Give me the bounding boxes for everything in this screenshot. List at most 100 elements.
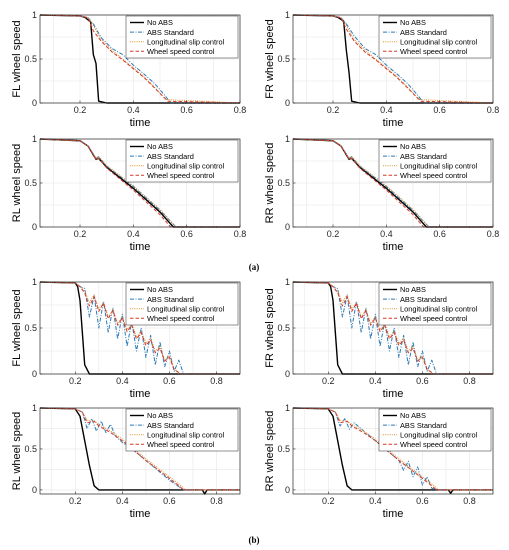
series-line-abs-standard [39, 281, 240, 375]
chart-a-FL: 0.2 0.4 0.6 0.8 0 0.5 1 time FL wheel speed No AB… [11, 10, 246, 129]
legend-entry: Wheel speed control [147, 47, 215, 56]
legend-entry: Wheel speed control [400, 47, 468, 56]
legend-entry: Longitudinal slip control [147, 37, 225, 46]
series-line-wheel-speed-control [39, 138, 240, 228]
chart-a-FR: 0.2 0.4 0.6 0.8 0 0.5 1 time FR wheel speed No AB… [264, 10, 499, 129]
legend-box [378, 408, 492, 452]
x-axis-label: time [130, 508, 151, 520]
y-tick-label: 0 [285, 485, 290, 495]
x-tick-label: 0.8 [234, 229, 247, 239]
legend-entry: No ABS [400, 142, 426, 151]
y-tick-label: 0.5 [277, 54, 290, 64]
x-tick-label: 0.6 [433, 229, 446, 239]
x-tick-label: 0.6 [416, 496, 429, 506]
legend-entry: ABS Standard [147, 295, 194, 304]
legend-entry: No ABS [147, 18, 173, 27]
legend-box [378, 139, 492, 183]
legend-entry: No ABS [400, 411, 426, 420]
x-axis-label: time [383, 388, 404, 400]
x-tick-label: 0.4 [116, 496, 129, 506]
subfigure-label-b: (b) [249, 535, 260, 545]
legend-entry: No ABS [400, 285, 426, 294]
x-axis-label: time [383, 117, 404, 129]
axes-frame [39, 407, 241, 495]
legend-entry: Longitudinal slip control [147, 304, 225, 313]
x-tick-label: 0.4 [380, 105, 393, 115]
chart-b-FR: 0.2 0.4 0.6 0.8 0 0.5 1 time FR wheel speed No AB… [264, 277, 494, 400]
y-tick-label: 1 [32, 10, 37, 20]
legend-entry: Wheel speed control [147, 440, 215, 449]
x-tick-label: 0.4 [369, 496, 382, 506]
x-tick-label: 0.2 [69, 376, 82, 386]
y-axis-label: RL wheel speed [11, 144, 23, 222]
chart-a-RL: 0.2 0.4 0.6 0.8 0 0.5 1 time RL wheel speed No AB… [11, 134, 246, 253]
y-axis-label: FL wheel speed [11, 20, 23, 97]
legend-entry: Longitudinal slip control [147, 430, 225, 439]
x-tick-label: 0.6 [433, 105, 446, 115]
x-tick-label: 0.4 [127, 105, 140, 115]
x-tick-label: 0.8 [463, 496, 476, 506]
y-axis-label: RL wheel speed [11, 412, 23, 490]
x-tick-label: 0.6 [180, 229, 193, 239]
legend-entry: ABS Standard [147, 421, 194, 430]
x-axis-label: time [383, 241, 404, 253]
series-line-wheel-speed-control [292, 14, 494, 104]
legend-entry: No ABS [147, 411, 173, 420]
series-line-abs-standard [292, 281, 493, 375]
chart-b-FL: 0.2 0.4 0.6 0.8 0 0.5 1 time FL wheel speed No AB… [11, 277, 241, 400]
legend-box [378, 282, 492, 326]
legend-entry: Longitudinal slip control [400, 37, 478, 46]
legend-entry: Longitudinal slip control [400, 304, 478, 313]
y-tick-label: 0 [285, 222, 290, 232]
legend-entry: No ABS [147, 285, 173, 294]
x-axis-label: time [130, 388, 151, 400]
series-line-wheel-speed-control [292, 407, 493, 491]
legend-entry: ABS Standard [147, 152, 194, 161]
series-line-wheel-speed-control [39, 407, 240, 491]
x-tick-label: 0.4 [127, 229, 140, 239]
series-line-abs-standard [292, 14, 493, 104]
x-axis-label: time [383, 508, 404, 520]
y-tick-label: 0.5 [24, 444, 37, 454]
x-tick-label: 0.2 [327, 229, 340, 239]
x-tick-label: 0.2 [74, 229, 87, 239]
y-tick-label: 0.5 [277, 444, 290, 454]
x-tick-label: 0.2 [327, 105, 340, 115]
legend-entry: ABS Standard [147, 28, 194, 37]
x-tick-label: 0.8 [210, 376, 223, 386]
series-line-abs-standard [292, 407, 493, 491]
charts-layer: 0.2 0.4 0.6 0.8 0 0.5 1 time FL wheel speed No AB… [11, 10, 499, 520]
legend-entry: ABS Standard [400, 28, 447, 37]
legend-entry: Wheel speed control [147, 171, 215, 180]
y-tick-label: 0.5 [24, 323, 37, 333]
x-tick-label: 0.8 [234, 105, 247, 115]
series-line-wheel-speed-control [39, 281, 240, 375]
legend-entry: Wheel speed control [400, 440, 468, 449]
legend-box [125, 408, 239, 452]
chart-b-RL: 0.2 0.4 0.6 0.8 0 0.5 1 time RL wheel speed No AB… [11, 403, 241, 520]
x-tick-label: 0.2 [69, 496, 82, 506]
series-line-abs-standard [39, 407, 240, 491]
y-tick-label: 1 [32, 277, 37, 287]
y-axis-label: FR wheel speed [264, 19, 276, 99]
series-line-longitudinal-slip-control [292, 281, 493, 375]
x-tick-label: 0.6 [163, 376, 176, 386]
y-tick-label: 0 [32, 98, 37, 108]
x-tick-label: 0.8 [463, 376, 476, 386]
legend-entry: Wheel speed control [400, 314, 468, 323]
y-tick-label: 1 [285, 10, 290, 20]
legend-entry: ABS Standard [400, 421, 447, 430]
y-tick-label: 1 [285, 277, 290, 287]
axes-frame [292, 407, 494, 495]
series-line-longitudinal-slip-control [39, 281, 240, 375]
y-axis-label: FL wheel speed [11, 289, 23, 366]
